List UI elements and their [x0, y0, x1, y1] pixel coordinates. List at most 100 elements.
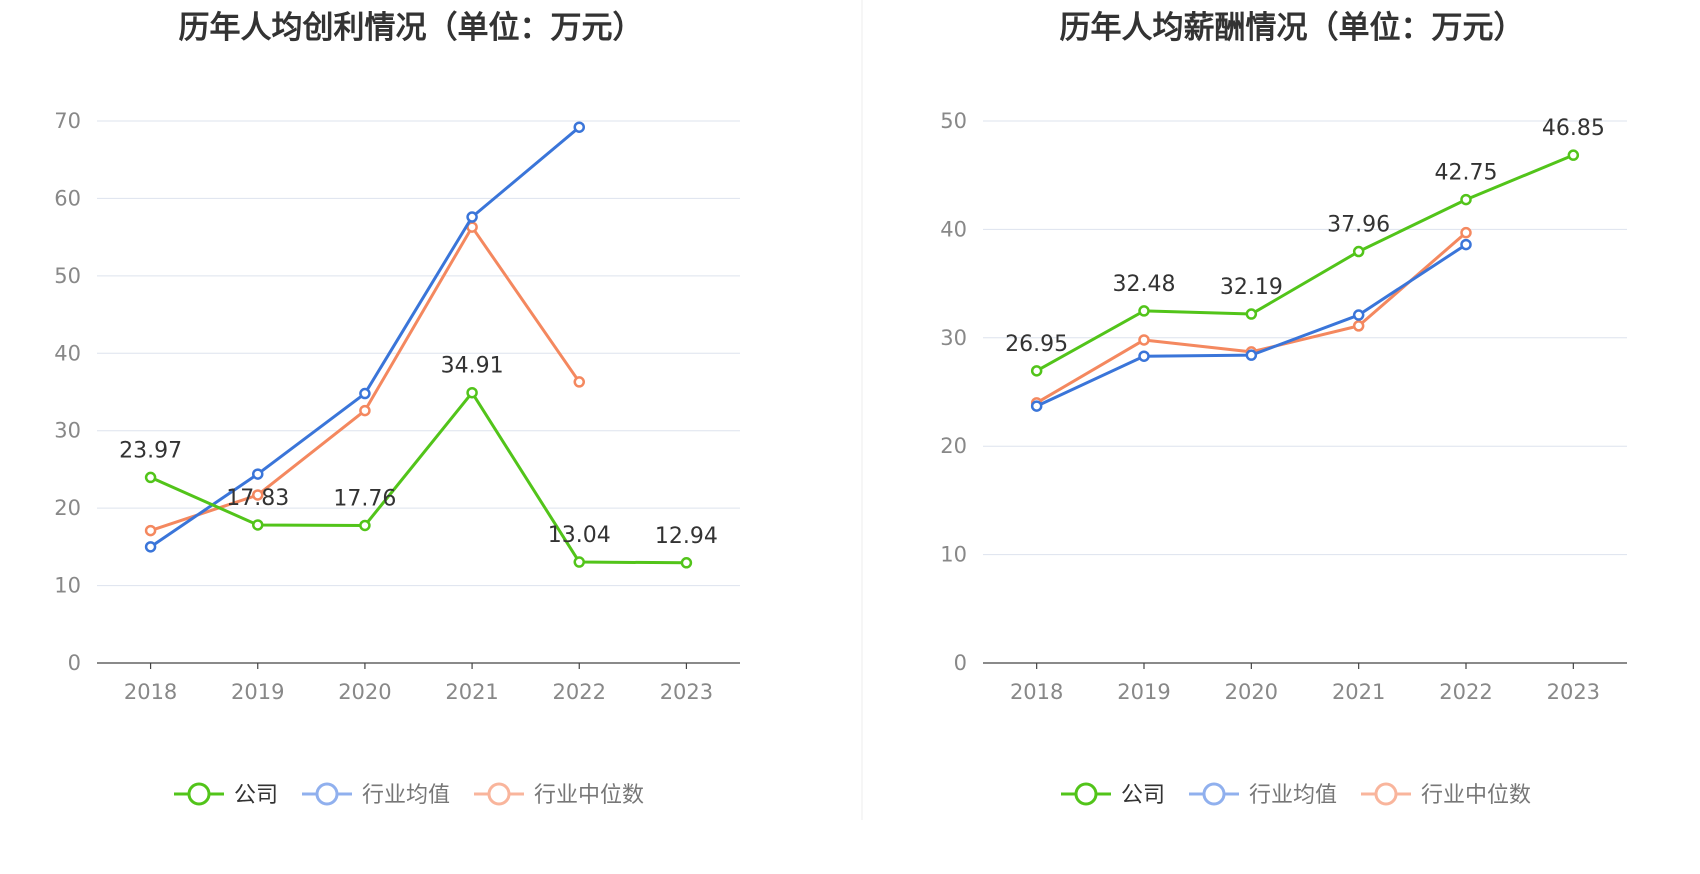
- x-tick-label: 2022: [553, 680, 606, 704]
- chart-2: 历年人均薪酬情况（单位：万元） 0 10 20 30 40 50 2018 2019 2020 20…: [940, 10, 1627, 808]
- y-tick-label: 10: [940, 543, 967, 567]
- y-tick-label: 30: [940, 326, 967, 350]
- series-line: [1035, 153, 1574, 373]
- data-point[interactable]: [144, 524, 157, 537]
- series-line: [150, 225, 581, 533]
- data-point[interactable]: [1245, 349, 1258, 361]
- data-point[interactable]: [1460, 238, 1472, 251]
- legend-item-公司[interactable]: 公司: [1061, 782, 1165, 808]
- legend-item-行业均值[interactable]: 行业均值: [302, 782, 450, 808]
- data-label: 32.19: [1220, 275, 1283, 300]
- data-point[interactable]: [1030, 400, 1043, 412]
- series-行业均值: [144, 121, 585, 553]
- data-point[interactable]: [1567, 149, 1580, 161]
- legend-circle-icon: [1374, 782, 1398, 806]
- data-point[interactable]: [466, 386, 478, 399]
- x-tick-label: 2020: [1225, 680, 1278, 704]
- data-label: 26.95: [1005, 332, 1068, 357]
- data-point[interactable]: [1352, 245, 1365, 258]
- data-point[interactable]: [1138, 350, 1150, 362]
- y-tick-label: 0: [68, 651, 81, 675]
- y-tick-label: 50: [940, 109, 967, 133]
- y-tick-label: 10: [54, 574, 81, 598]
- x-tick-label: 2022: [1439, 680, 1492, 704]
- chart-title: 历年人均创利情况（单位：万元）: [179, 10, 644, 46]
- data-label: 23.97: [119, 438, 182, 463]
- data-point[interactable]: [1030, 365, 1043, 377]
- data-point[interactable]: [359, 387, 371, 400]
- data-label: 32.48: [1113, 272, 1176, 297]
- data-point[interactable]: [573, 556, 585, 568]
- series-公司: [144, 386, 693, 569]
- series-行业中位数: [144, 221, 585, 537]
- x-tick-label: 2019: [1117, 680, 1170, 704]
- legend-item-行业均值[interactable]: 行业均值: [1189, 782, 1337, 808]
- y-tick-label: 20: [940, 434, 967, 458]
- legend-circle-icon: [187, 782, 211, 806]
- legend-label: 行业中位数: [1421, 783, 1531, 808]
- data-label: 37.96: [1327, 213, 1390, 238]
- legend-label: 行业中位数: [534, 783, 644, 808]
- data-point[interactable]: [359, 404, 371, 417]
- y-tick-label: 30: [54, 419, 81, 443]
- data-label: 34.91: [441, 354, 504, 379]
- data-point[interactable]: [359, 519, 371, 532]
- y-tick-label: 0: [954, 651, 967, 675]
- y-tick-label: 20: [54, 496, 81, 520]
- legend-label: 行业均值: [362, 783, 450, 808]
- data-point[interactable]: [1460, 226, 1472, 239]
- data-point[interactable]: [252, 519, 264, 531]
- chart-1: 历年人均创利情况（单位：万元） 0 10 20 30 40 50 60 70 2018 2019 20…: [54, 10, 740, 808]
- legend-circle-icon: [1202, 782, 1226, 806]
- data-label: 17.83: [226, 486, 289, 511]
- x-tick-label: 2023: [660, 680, 713, 704]
- data-point[interactable]: [1245, 308, 1258, 320]
- series-line: [1036, 243, 1467, 408]
- legend-label: 公司: [234, 783, 278, 808]
- legend-circle-icon: [1074, 782, 1098, 806]
- data-label: 46.85: [1542, 116, 1605, 141]
- legend-label: 公司: [1121, 783, 1165, 808]
- series-行业均值: [1030, 238, 1472, 412]
- chart-title: 历年人均薪酬情况（单位：万元）: [1060, 10, 1525, 46]
- legend-item-行业中位数[interactable]: 行业中位数: [474, 782, 644, 808]
- data-point[interactable]: [680, 557, 693, 569]
- legend-circle-icon: [487, 782, 511, 806]
- data-label: 17.76: [333, 486, 396, 511]
- data-label: 13.04: [548, 523, 611, 548]
- data-point[interactable]: [144, 541, 157, 553]
- data-point[interactable]: [573, 121, 585, 133]
- data-point[interactable]: [1352, 309, 1365, 321]
- y-tick-label: 40: [54, 341, 81, 365]
- series-公司: [1030, 149, 1580, 377]
- legend-item-公司[interactable]: 公司: [174, 782, 278, 808]
- x-tick-label: 2019: [231, 680, 284, 704]
- series-line: [149, 391, 687, 565]
- x-tick-label: 2021: [445, 680, 498, 704]
- data-point[interactable]: [1352, 320, 1365, 332]
- data-point[interactable]: [1460, 193, 1472, 206]
- data-point[interactable]: [252, 489, 264, 501]
- data-point[interactable]: [573, 376, 585, 388]
- y-tick-label: 70: [54, 109, 81, 133]
- data-point[interactable]: [144, 471, 157, 484]
- x-tick-label: 2020: [338, 680, 391, 704]
- y-tick-label: 40: [940, 217, 967, 241]
- legend: 公司 行业均值 行业中位数: [1061, 782, 1531, 808]
- data-point[interactable]: [1138, 334, 1150, 346]
- x-tick-label: 2018: [124, 680, 177, 704]
- data-point[interactable]: [252, 468, 264, 480]
- data-label: 12.94: [655, 524, 718, 549]
- x-tick-label: 2021: [1332, 680, 1385, 704]
- y-tick-label: 50: [54, 264, 81, 288]
- legend-item-行业中位数[interactable]: 行业中位数: [1361, 782, 1531, 808]
- x-tick-label: 2023: [1547, 680, 1600, 704]
- y-tick-label: 60: [54, 186, 81, 210]
- data-point[interactable]: [466, 211, 478, 223]
- x-tick-label: 2018: [1010, 680, 1063, 704]
- legend: 公司 行业均值 行业中位数: [174, 782, 644, 808]
- legend-label: 行业均值: [1249, 783, 1337, 808]
- data-point[interactable]: [1138, 305, 1150, 317]
